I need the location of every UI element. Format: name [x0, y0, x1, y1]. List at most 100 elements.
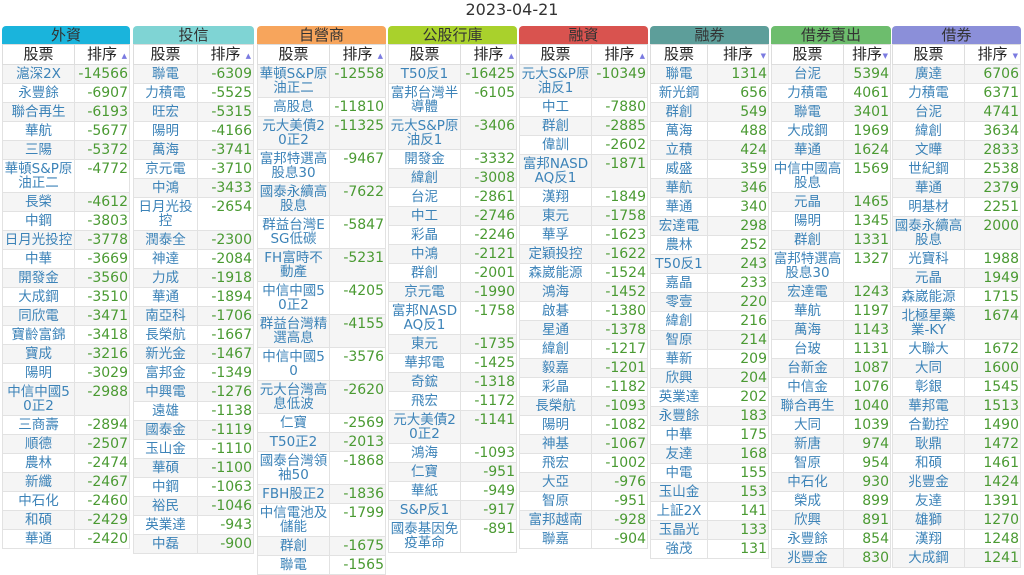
stock-name-link[interactable]: 玉山金: [650, 482, 708, 502]
stock-name-link[interactable]: 緯創: [892, 121, 965, 141]
stock-name-link[interactable]: 永豐餘: [2, 83, 75, 103]
stock-name-link[interactable]: 華航: [650, 178, 708, 198]
stock-name-link[interactable]: 中信電池及儲能: [257, 503, 330, 537]
stock-name-link[interactable]: 華紙: [388, 481, 461, 501]
stock-name-link[interactable]: 三商壽: [2, 415, 75, 435]
stock-name-link[interactable]: 聯合再生: [771, 396, 844, 416]
stock-column-header[interactable]: 股票: [519, 44, 592, 65]
stock-name-link[interactable]: 玉山金: [133, 439, 198, 459]
stock-name-link[interactable]: 農林: [2, 453, 75, 473]
stock-column-header[interactable]: 股票: [771, 44, 844, 65]
stock-name-link[interactable]: 國泰台灣領袖50: [257, 451, 330, 485]
rank-column-header[interactable]: 排序 ▼: [707, 44, 769, 65]
stock-name-link[interactable]: 北極星藥業-KY: [892, 306, 965, 340]
stock-name-link[interactable]: 中信金: [771, 377, 844, 397]
stock-name-link[interactable]: 中鴻: [133, 178, 198, 198]
stock-name-link[interactable]: 中華: [2, 249, 75, 269]
stock-name-link[interactable]: 中石化: [771, 472, 844, 492]
stock-name-link[interactable]: 中工: [388, 206, 461, 226]
stock-name-link[interactable]: 新纖: [2, 472, 75, 492]
stock-column-header[interactable]: 股票: [257, 44, 330, 65]
stock-name-link[interactable]: 南亞科: [133, 306, 198, 326]
rank-column-header[interactable]: 排序 ▲: [591, 44, 648, 65]
stock-name-link[interactable]: 偉訓: [519, 135, 592, 155]
stock-name-link[interactable]: 兆豐金: [892, 472, 965, 492]
stock-name-link[interactable]: 漢翔: [519, 187, 592, 207]
stock-name-link[interactable]: 明基材: [892, 197, 965, 217]
stock-name-link[interactable]: 陽明: [519, 415, 592, 435]
stock-name-link[interactable]: 聯嘉: [519, 529, 592, 549]
stock-name-link[interactable]: 兆豐金: [771, 548, 844, 568]
stock-name-link[interactable]: 奇鋐: [388, 372, 461, 392]
stock-column-header[interactable]: 股票: [133, 44, 198, 65]
stock-name-link[interactable]: 群益台灣精選高息: [257, 314, 330, 348]
stock-name-link[interactable]: 群創: [771, 230, 844, 250]
stock-name-link[interactable]: 永豐餘: [771, 529, 844, 549]
stock-name-link[interactable]: 英業達: [650, 387, 708, 407]
stock-name-link[interactable]: 強茂: [650, 539, 708, 559]
stock-name-link[interactable]: 華航: [771, 301, 844, 321]
stock-name-link[interactable]: 玉晶光: [650, 520, 708, 540]
stock-name-link[interactable]: 大成鋼: [771, 121, 844, 141]
stock-name-link[interactable]: 寶齡富錦: [2, 325, 75, 345]
stock-name-link[interactable]: 智原: [519, 491, 592, 511]
stock-name-link[interactable]: 雄獅: [892, 510, 965, 530]
stock-name-link[interactable]: 中信中國高股息: [771, 159, 844, 193]
stock-name-link[interactable]: 裕民: [133, 496, 198, 516]
stock-name-link[interactable]: 萬海: [771, 320, 844, 340]
stock-name-link[interactable]: 遠雄: [133, 401, 198, 421]
stock-name-link[interactable]: 嘉晶: [650, 273, 708, 293]
stock-name-link[interactable]: 緯創: [650, 311, 708, 331]
stock-name-link[interactable]: 中磊: [133, 534, 198, 554]
stock-name-link[interactable]: 群創: [650, 102, 708, 122]
stock-name-link[interactable]: 華通: [892, 178, 965, 198]
rank-column-header[interactable]: 排序 ▼: [843, 44, 891, 65]
stock-name-link[interactable]: 和碩: [892, 453, 965, 473]
stock-name-link[interactable]: 中石化: [2, 491, 75, 511]
stock-name-link[interactable]: 國泰金: [133, 420, 198, 440]
sort-descending-icon[interactable]: ▼: [1012, 52, 1018, 60]
stock-name-link[interactable]: 陽明: [771, 211, 844, 231]
stock-name-link[interactable]: 森崴能源: [519, 263, 592, 283]
stock-name-link[interactable]: 耿鼎: [892, 434, 965, 454]
stock-name-link[interactable]: 農林: [650, 235, 708, 255]
stock-name-link[interactable]: 元晶: [892, 268, 965, 288]
stock-name-link[interactable]: 華通: [133, 287, 198, 307]
stock-name-link[interactable]: 宏達電: [650, 216, 708, 236]
stock-name-link[interactable]: 中工: [519, 97, 592, 117]
stock-name-link[interactable]: 友達: [892, 491, 965, 511]
stock-name-link[interactable]: 世紀鋼: [892, 159, 965, 179]
sort-descending-icon[interactable]: ▼: [882, 52, 888, 60]
stock-name-link[interactable]: 富邦NASDAQ反1: [519, 154, 592, 188]
stock-name-link[interactable]: 開發金: [388, 149, 461, 169]
stock-name-link[interactable]: 群創: [257, 536, 330, 556]
stock-name-link[interactable]: 宏達電: [771, 282, 844, 302]
stock-name-link[interactable]: 仁寶: [257, 413, 330, 433]
stock-name-link[interactable]: 大同: [892, 358, 965, 378]
stock-name-link[interactable]: 聯電: [257, 555, 330, 575]
stock-name-link[interactable]: 力成: [133, 268, 198, 288]
stock-name-link[interactable]: 元晶: [771, 192, 844, 212]
stock-name-link[interactable]: 日月光投控: [133, 197, 198, 231]
stock-name-link[interactable]: 中信中國50正2: [2, 382, 75, 416]
stock-name-link[interactable]: 華新: [650, 349, 708, 369]
stock-name-link[interactable]: S&P反1: [388, 500, 461, 520]
stock-name-link[interactable]: 富邦金: [133, 363, 198, 383]
stock-name-link[interactable]: 旺宏: [133, 102, 198, 122]
stock-name-link[interactable]: 萬海: [133, 140, 198, 160]
sort-ascending-icon[interactable]: ▲: [121, 52, 127, 60]
stock-name-link[interactable]: 友達: [650, 444, 708, 464]
stock-name-link[interactable]: 東元: [388, 334, 461, 354]
stock-name-link[interactable]: 森崴能源: [892, 287, 965, 307]
stock-name-link[interactable]: 華頓S&P原油正二: [257, 64, 330, 98]
stock-name-link[interactable]: 漢翔: [892, 529, 965, 549]
stock-name-link[interactable]: T50反1: [650, 254, 708, 274]
stock-name-link[interactable]: 富邦NASDAQ反1: [388, 301, 461, 335]
stock-name-link[interactable]: 華通: [650, 197, 708, 217]
stock-name-link[interactable]: 台泥: [771, 64, 844, 84]
stock-name-link[interactable]: 長榮: [2, 192, 75, 212]
stock-name-link[interactable]: 欣興: [650, 368, 708, 388]
stock-name-link[interactable]: 開發金: [2, 268, 75, 288]
rank-column-header[interactable]: 排序 ▲: [74, 44, 130, 65]
stock-name-link[interactable]: 國泰永續高股息: [892, 216, 965, 250]
